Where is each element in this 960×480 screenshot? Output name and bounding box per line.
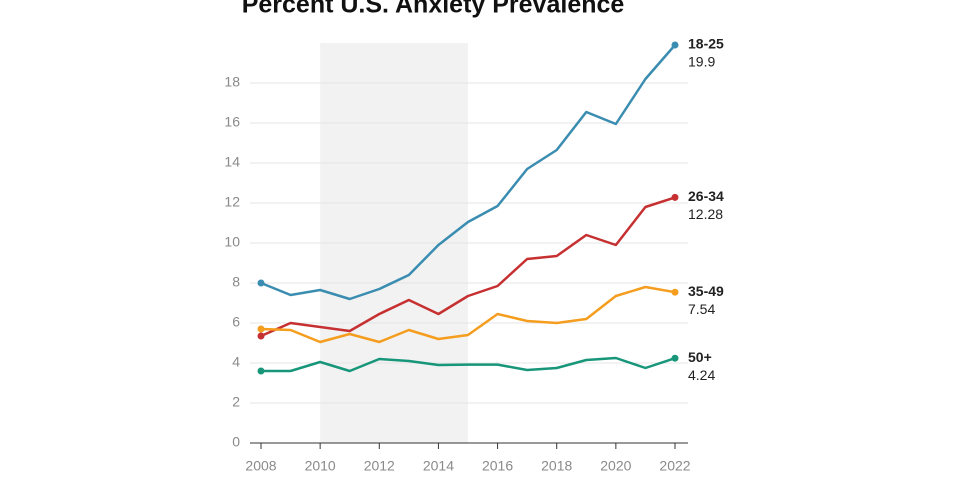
series-line bbox=[260, 285, 676, 344]
x-tick-label: 2010 bbox=[305, 458, 336, 474]
y-tick-label: 12 bbox=[224, 194, 240, 210]
end-dot bbox=[671, 41, 679, 49]
y-tick-label: 6 bbox=[232, 314, 240, 330]
end-dot bbox=[671, 193, 679, 201]
end-dot bbox=[257, 367, 265, 375]
value-label: 19.9 bbox=[688, 54, 715, 70]
x-tick-label: 2012 bbox=[364, 458, 395, 474]
y-tick-label: 10 bbox=[224, 234, 240, 250]
y-tick-label: 8 bbox=[232, 274, 240, 290]
end-dot bbox=[257, 279, 265, 287]
x-tick-label: 2016 bbox=[482, 458, 513, 474]
end-dot bbox=[671, 354, 679, 362]
y-tick-label: 14 bbox=[224, 154, 240, 170]
x-tick-label: 2008 bbox=[245, 458, 276, 474]
y-tick-label: 2 bbox=[232, 394, 240, 410]
end-dot bbox=[257, 332, 265, 340]
value-label: 7.54 bbox=[688, 301, 715, 317]
legend-label: 26-34 bbox=[688, 188, 724, 204]
value-label: 12.28 bbox=[688, 206, 723, 222]
series-line bbox=[260, 196, 676, 338]
legend-label: 35-49 bbox=[688, 283, 724, 299]
legend-label: 18-25 bbox=[688, 36, 724, 52]
end-dot bbox=[671, 288, 679, 296]
chart-title: Percent U.S. Anxiety Prevalence bbox=[242, 0, 625, 19]
y-tick-label: 18 bbox=[224, 74, 240, 90]
value-label: 4.24 bbox=[688, 367, 715, 383]
series-line bbox=[261, 356, 676, 373]
x-tick-label: 2020 bbox=[600, 458, 631, 474]
x-tick-label: 2018 bbox=[541, 458, 572, 474]
end-dot bbox=[257, 325, 265, 333]
y-tick-label: 0 bbox=[232, 434, 240, 450]
x-tick-label: 2014 bbox=[423, 458, 454, 474]
x-tick-label: 2022 bbox=[659, 458, 690, 474]
legend-label: 50+ bbox=[688, 349, 712, 365]
y-tick-label: 4 bbox=[232, 354, 240, 370]
series-line bbox=[260, 44, 676, 301]
y-tick-label: 16 bbox=[224, 114, 240, 130]
